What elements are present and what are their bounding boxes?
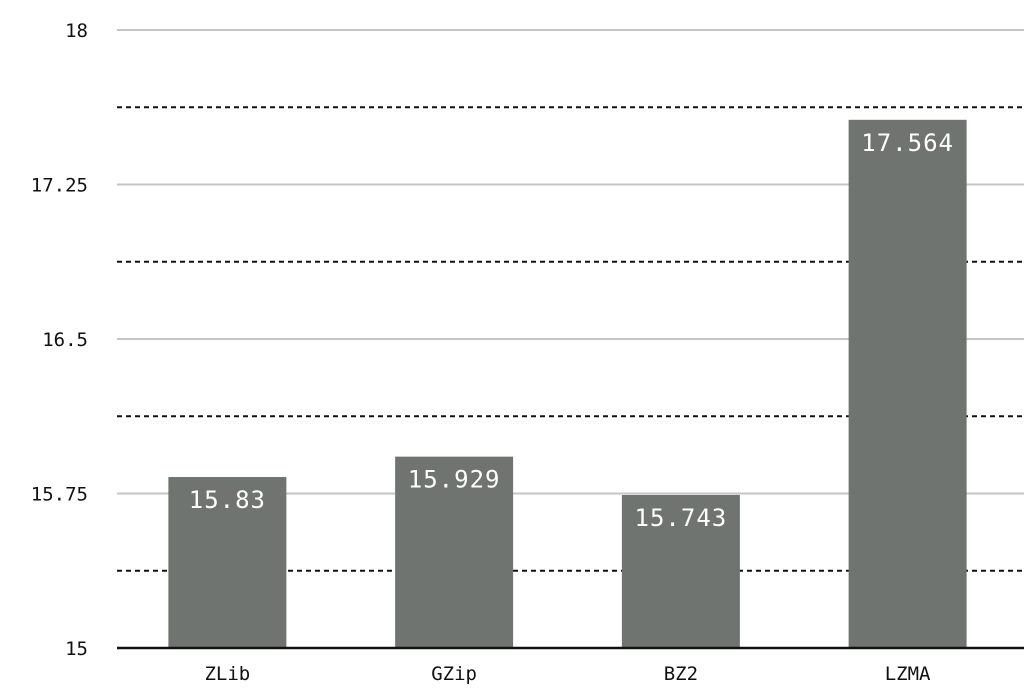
- bar-bz2: [621, 494, 740, 648]
- x-tick-label: LZMA: [885, 663, 931, 685]
- x-tick-label: GZip: [431, 663, 477, 685]
- bar-value-label: 15.929: [408, 466, 501, 494]
- bar-value-label: 15.83: [189, 486, 266, 514]
- bar-gzip: [395, 456, 514, 648]
- y-tick-label: 16.5: [42, 329, 88, 351]
- x-tick-label: ZLib: [204, 663, 250, 685]
- x-tick-label: BZ2: [664, 663, 698, 685]
- y-tick-label: 17.25: [31, 175, 88, 197]
- bar-zlib: [168, 477, 287, 648]
- bar-layer: [168, 119, 967, 649]
- bar-value-label: 17.564: [861, 129, 954, 157]
- y-tick-label: 15.75: [31, 484, 88, 506]
- bar-lzma: [848, 119, 967, 649]
- label-layer: 15 15.75 16.5 17.25 18 15.83 ZLib 15.929 GZip 15.…: [31, 20, 954, 685]
- y-tick-label: 15: [65, 638, 88, 660]
- bar-value-label: 15.743: [635, 504, 728, 532]
- y-tick-label: 18: [65, 20, 88, 42]
